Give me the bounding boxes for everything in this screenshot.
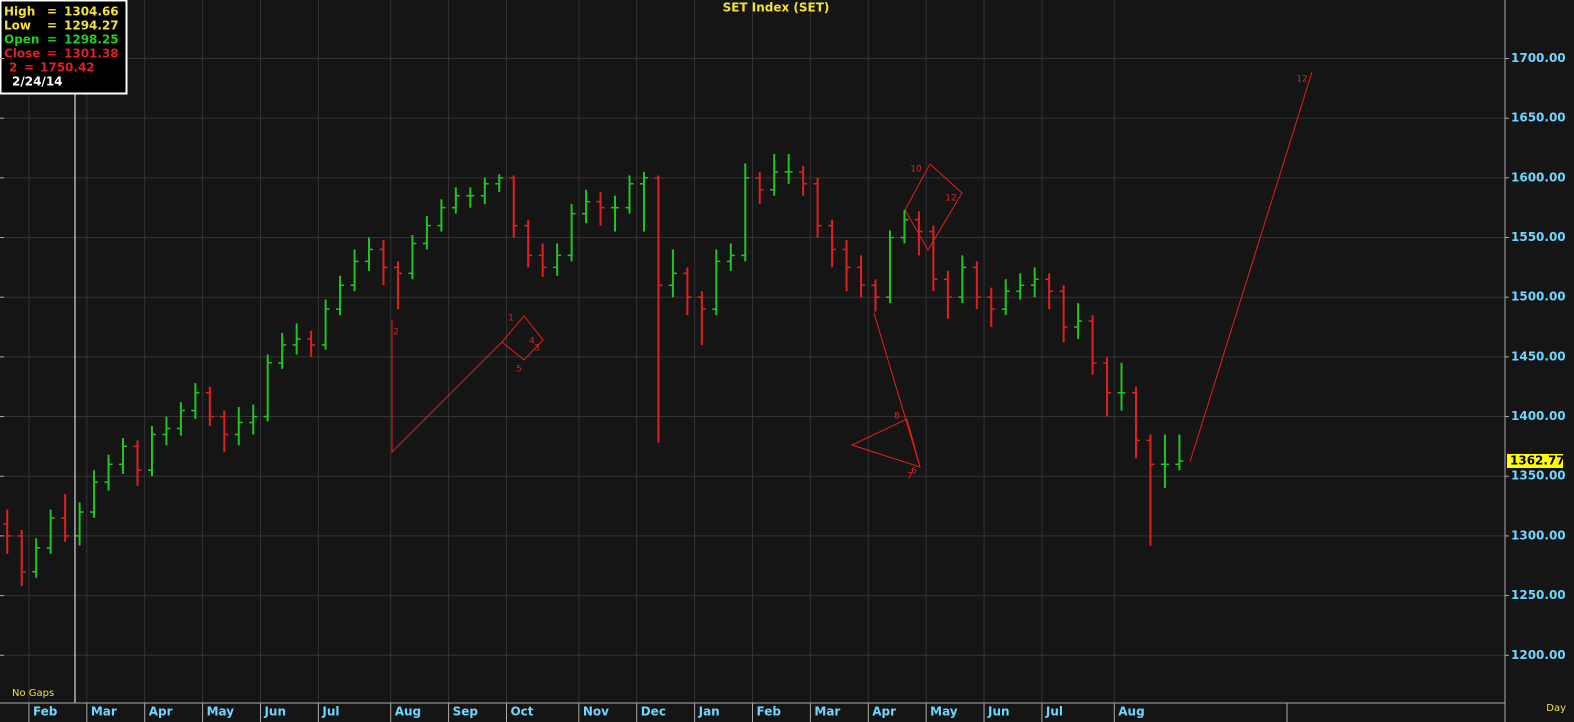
info-date: 2/24/14	[12, 75, 63, 89]
x-tick-label: Oct	[510, 705, 533, 719]
info-separator: =	[47, 33, 57, 47]
x-tick-label: Jul	[321, 705, 339, 719]
wave-box	[501, 315, 544, 361]
info-label: 2	[9, 61, 17, 75]
info-label: Low	[4, 19, 31, 33]
x-tick-label: Aug	[1118, 705, 1144, 719]
info-label: Open	[4, 33, 39, 47]
wave-label: 2	[393, 328, 399, 338]
wave-label: 7	[907, 472, 913, 482]
y-tick-label: 1550.00	[1511, 230, 1566, 244]
info-separator: =	[47, 19, 57, 33]
x-tick-label: Feb	[33, 705, 58, 719]
wave-line	[391, 320, 503, 454]
x-tick-label: Apr	[149, 705, 173, 719]
wave-label: 4	[529, 337, 535, 347]
info-box: High = 1304.66 Low = 1294.27 Open = 1298.25 Close…	[0, 0, 128, 95]
wave-label: 5	[516, 365, 522, 375]
y-tick-label: 1250.00	[1511, 588, 1566, 602]
wave-label: 8	[894, 412, 900, 422]
x-tick-label: Jan	[698, 705, 720, 719]
info-value: 1301.38	[64, 47, 119, 61]
chart-title: SET Index (SET)	[723, 1, 830, 15]
x-tick-label: Jun	[987, 705, 1010, 719]
wave-label: 1	[508, 314, 514, 324]
info-value: 1298.25	[64, 33, 119, 47]
y-tick-label: 1700.00	[1511, 51, 1566, 65]
y-tick-label: 1450.00	[1511, 349, 1566, 363]
info-separator: =	[47, 5, 57, 19]
y-tick-label: 1500.00	[1511, 290, 1566, 304]
y-tick-label: 1200.00	[1511, 648, 1566, 662]
wave-label: 6	[911, 467, 917, 477]
info-label: High	[4, 5, 35, 19]
x-tick-label: Sep	[453, 705, 479, 719]
x-tick-label: Feb	[757, 705, 782, 719]
x-tick-label: Mar	[814, 705, 840, 719]
info-separator: =	[24, 61, 34, 75]
wave-label: 3	[534, 344, 540, 354]
x-tick-label: May	[930, 705, 958, 719]
x-tick-label: Dec	[641, 705, 666, 719]
grid	[0, 0, 1505, 703]
projection-line	[1189, 71, 1313, 463]
y-tick-label: 1650.00	[1511, 111, 1566, 125]
wave-line	[850, 312, 921, 468]
wave-label: 10	[910, 165, 922, 175]
info-value: 1750.42	[40, 61, 95, 75]
y-tick-label: 1350.00	[1511, 469, 1566, 483]
wave-box	[904, 163, 963, 251]
y-tick-label: 1400.00	[1511, 409, 1566, 423]
x-axis-strip	[0, 703, 1574, 722]
x-tick-label: Mar	[91, 705, 117, 719]
x-tick-label: Nov	[583, 705, 609, 719]
info-frame	[0, 0, 128, 95]
last-price-label: 1362.77	[1510, 453, 1565, 467]
info-label: Close	[4, 47, 40, 61]
wave-label: 12	[945, 194, 956, 204]
y-tick-label: 1300.00	[1511, 528, 1566, 542]
info-value: 1294.27	[64, 19, 119, 33]
x-tick-label: May	[207, 705, 235, 719]
x-tick-label: Aug	[395, 705, 421, 719]
x-axis-label: Day	[1546, 703, 1566, 714]
x-tick-label: Jul	[1045, 705, 1063, 719]
x-tick-label: Jun	[263, 705, 286, 719]
y-tick-label: 1600.00	[1511, 170, 1566, 184]
note: No Gaps	[12, 688, 54, 699]
info-value: 1304.66	[64, 5, 119, 19]
x-tick-label: Apr	[872, 705, 896, 719]
last-price-tag	[1507, 453, 1563, 468]
info-separator: =	[47, 47, 57, 61]
drawings	[391, 71, 1313, 468]
wave-label: 12	[1296, 75, 1307, 85]
bars	[3, 153, 1184, 587]
